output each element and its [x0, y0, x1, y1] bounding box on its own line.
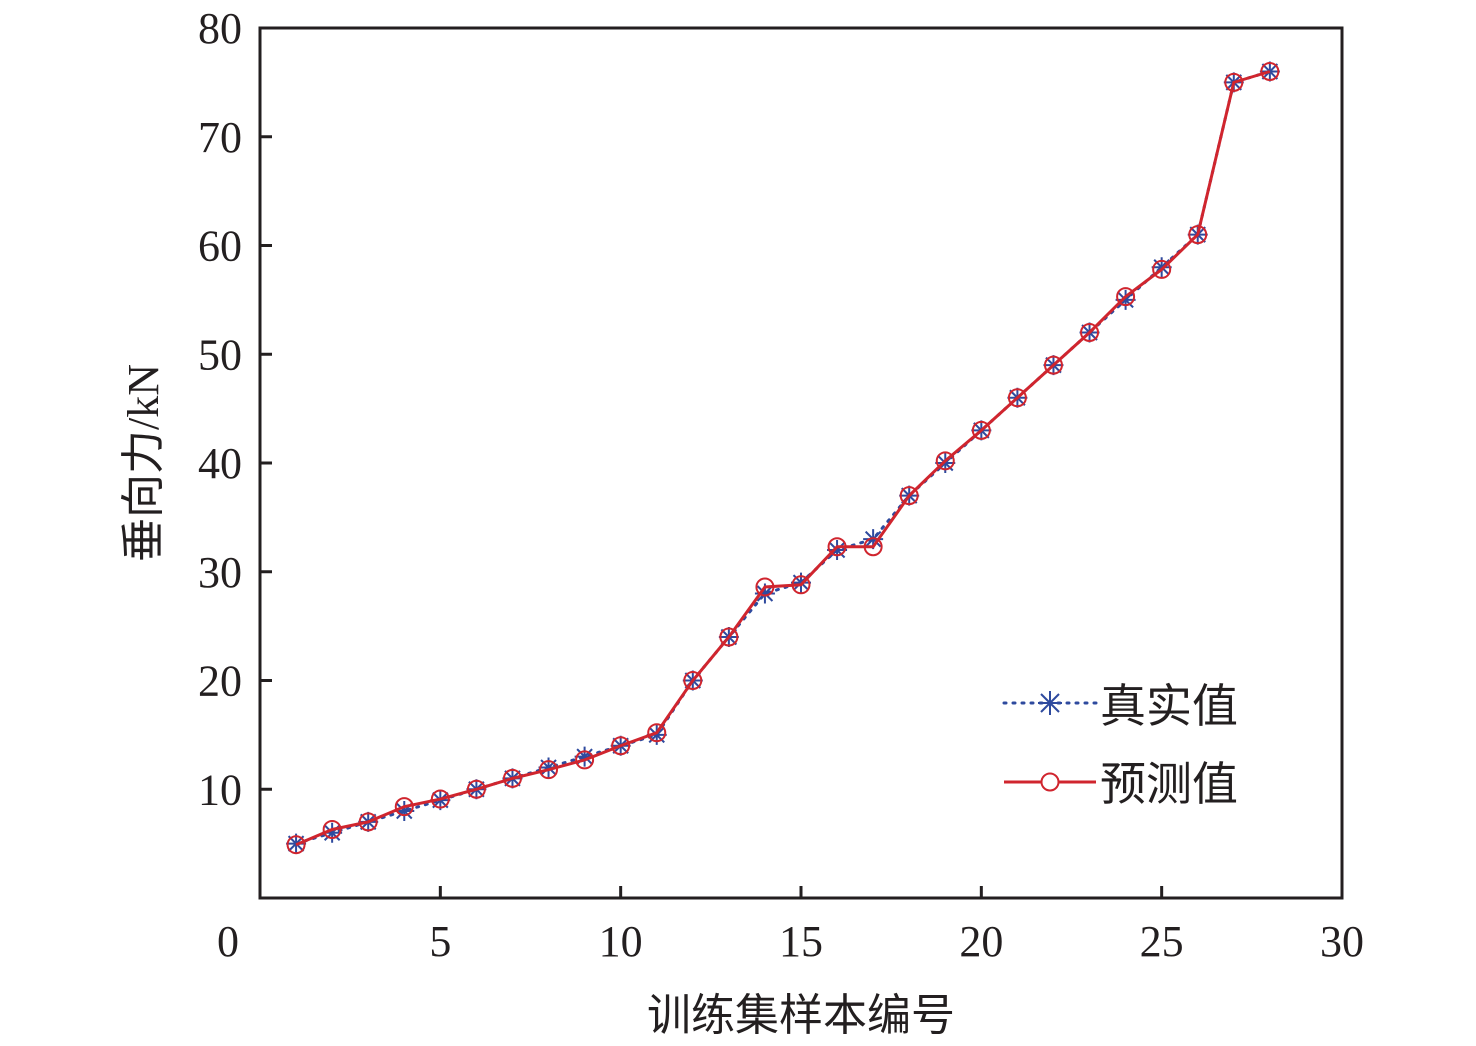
y-tick-label: 40 — [198, 439, 242, 488]
data-point-pred — [1260, 62, 1280, 81]
data-point-pred — [1152, 259, 1172, 279]
data-point-pred — [1043, 355, 1063, 375]
data-point-pred — [1188, 225, 1208, 245]
data-point-pred — [1116, 287, 1136, 307]
data-point-pred — [791, 575, 811, 595]
data-point-pred — [575, 750, 595, 770]
axis-ticks: 0 5 10 15 20 25 30 10 20 30 40 50 60 70 80 — [198, 4, 1364, 966]
data-point-pred — [286, 835, 306, 855]
x-axis-title: 训练集样本编号 — [647, 991, 955, 1040]
x-tick-label: 5 — [429, 917, 451, 966]
data-point-pred — [502, 768, 522, 788]
data-point-true — [827, 540, 848, 560]
x-tick-label: 25 — [1140, 917, 1184, 966]
data-point-pred — [1007, 388, 1027, 408]
legend-circle-marker-icon — [1040, 772, 1060, 792]
data-point-pred — [611, 736, 631, 756]
plot-marks — [286, 61, 1280, 855]
y-axis-title: 垂向力/kN — [119, 364, 168, 562]
asterisk-stroke — [756, 585, 774, 602]
data-point-pred — [1080, 323, 1100, 342]
data-point-pred — [683, 671, 703, 690]
x-tick-label: 30 — [1320, 917, 1364, 966]
x-tick-label: 0 — [217, 917, 239, 966]
data-point-pred — [863, 537, 883, 557]
legend-label-true: 真实值 — [1100, 681, 1238, 732]
data-point-pred — [1224, 72, 1244, 92]
y-tick-label: 80 — [198, 4, 242, 53]
y-tick-label: 20 — [198, 657, 242, 706]
data-point-pred — [827, 537, 847, 557]
x-tick-label: 20 — [959, 917, 1003, 966]
data-point-pred — [971, 420, 991, 440]
data-point-pred — [647, 723, 667, 743]
data-point-true — [1115, 289, 1136, 310]
data-point-pred — [394, 797, 414, 817]
y-tick-label: 60 — [198, 222, 242, 271]
asterisk-stroke — [828, 541, 846, 559]
data-point-pred — [322, 819, 342, 839]
x-tick-label: 15 — [779, 917, 823, 966]
data-point-pred — [755, 577, 775, 597]
legend-asterisk-marker-icon — [1038, 691, 1062, 715]
asterisk-stroke — [1117, 291, 1134, 309]
legend-label-pred: 预测值 — [1100, 759, 1238, 810]
data-point-pred — [466, 779, 486, 799]
data-point-pred — [935, 451, 955, 471]
data-point-pred — [539, 760, 559, 780]
series-line-pred — [295, 70, 1271, 847]
data-point-pred — [899, 486, 919, 506]
y-tick-label: 50 — [198, 330, 242, 379]
x-tick-label: 10 — [599, 917, 643, 966]
data-point-pred — [430, 789, 450, 809]
data-point-pred — [358, 812, 378, 832]
data-point-pred — [719, 627, 739, 647]
y-tick-label: 30 — [198, 548, 242, 597]
y-tick-label: 10 — [198, 765, 242, 814]
y-tick-label: 70 — [198, 113, 242, 162]
legend: 真实值 预测值 — [1002, 681, 1238, 810]
